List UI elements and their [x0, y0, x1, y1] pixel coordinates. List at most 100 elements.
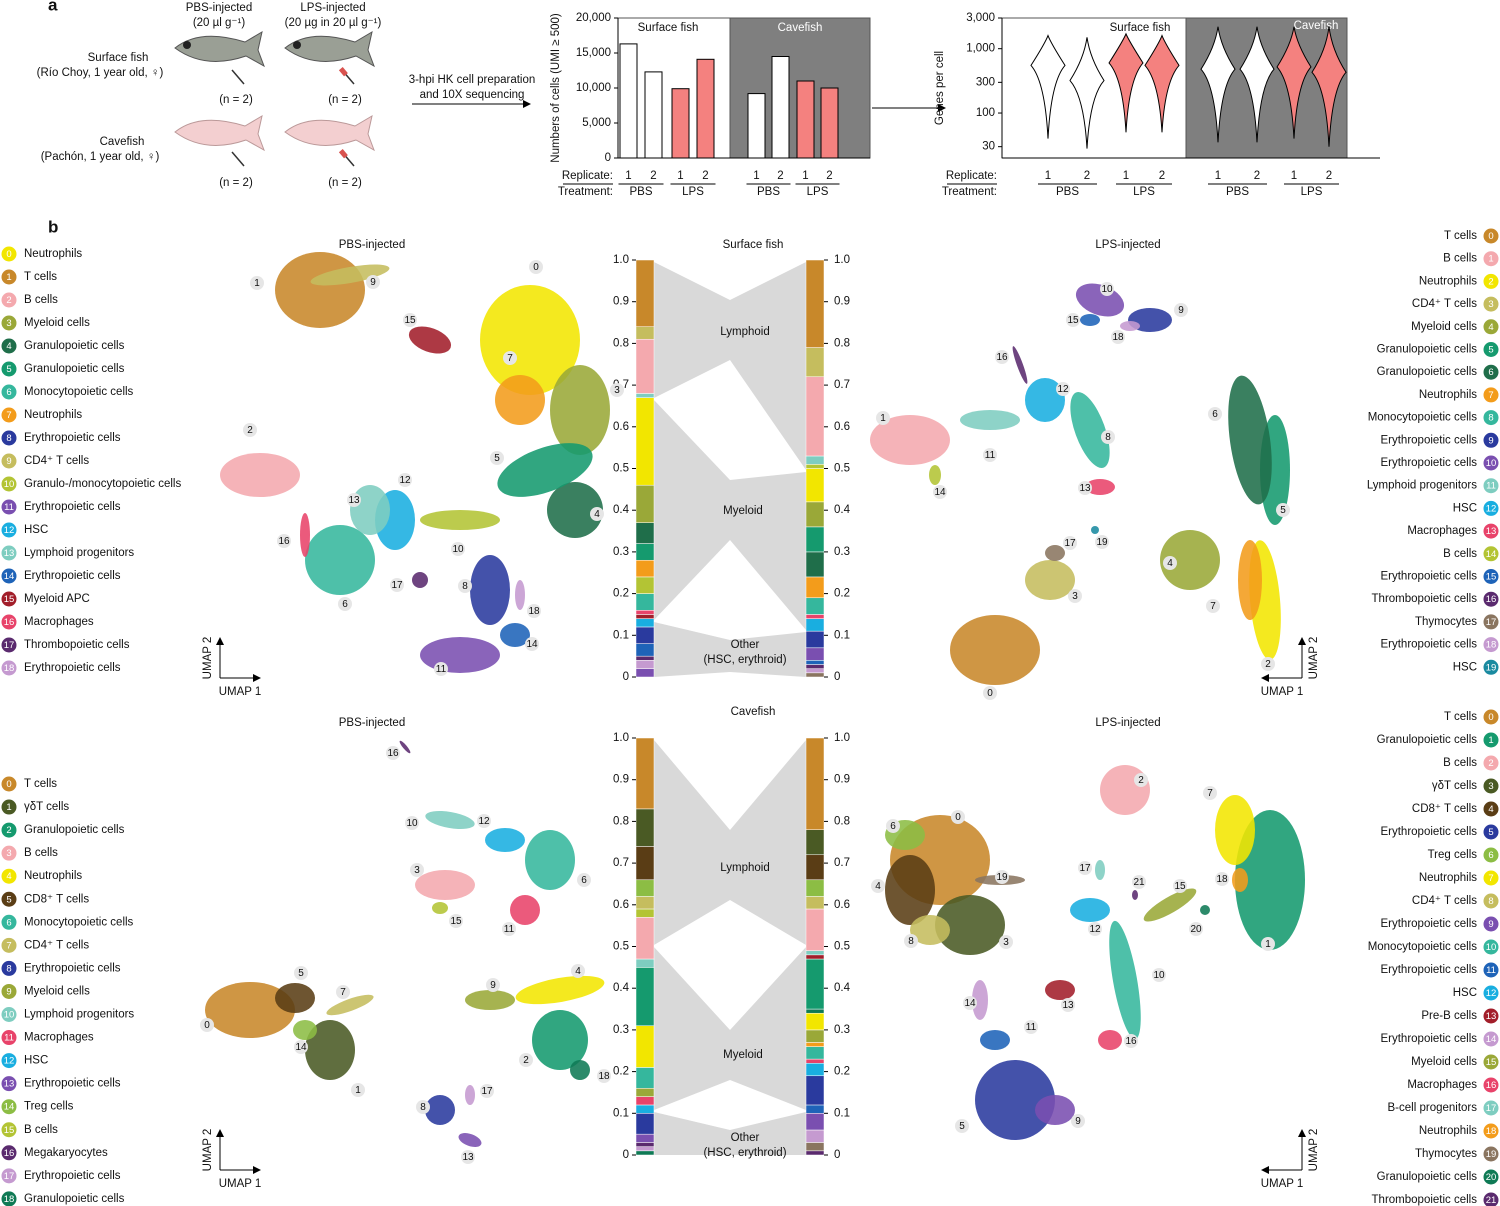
stack-segment: [805, 551, 825, 578]
treatment-label: PBS: [629, 186, 652, 198]
stack-segment: [805, 576, 825, 599]
legend-swatch: [1, 983, 17, 999]
umap-axis-label: UMAP 1: [1261, 1178, 1304, 1190]
cluster-tag: [527, 604, 541, 618]
y-tick-label: 10,000: [576, 82, 611, 94]
y-tick-label: 0.6: [834, 421, 850, 433]
legend-number: 12: [4, 525, 15, 536]
stack-segment: [805, 597, 825, 615]
cluster-number: 8: [908, 936, 914, 947]
legend-swatch: [1483, 1008, 1499, 1024]
replicate-label: 1: [753, 170, 759, 182]
stack-segment: [635, 1088, 655, 1097]
cluster-tag: [451, 542, 465, 556]
cluster-cloud: [1238, 540, 1262, 620]
legend-label: Granulopoietic cells: [24, 824, 125, 836]
y-tick-label: 0: [605, 152, 611, 164]
legend-swatch: [1, 1168, 17, 1184]
cluster-cloud: [458, 1133, 482, 1147]
section-title: Cavefish: [731, 706, 776, 718]
stack-segment: [635, 967, 655, 1026]
cluster-number: 5: [298, 968, 304, 979]
legend-number: 14: [4, 1102, 15, 1113]
legend-swatch: [1483, 569, 1499, 584]
cluster-tag: [571, 964, 585, 978]
cluster-number: 9: [490, 980, 496, 991]
legend-label: HSC: [1453, 502, 1477, 514]
cluster-number: 6: [342, 599, 348, 610]
y-tick-label: 0.7: [834, 379, 850, 391]
stack-segment: [635, 846, 655, 881]
legend-swatch: [1, 960, 17, 976]
cluster-cloud: [480, 285, 580, 395]
cluster-number: 1: [880, 413, 886, 424]
cluster-cloud: [497, 443, 593, 497]
legend-label: Erythropoietic cells: [1380, 639, 1477, 651]
cluster-number: 8: [420, 1102, 426, 1113]
cluster-tag: [1071, 1114, 1085, 1128]
legend-label: Neutrophils: [24, 248, 82, 260]
stack-segment: [635, 576, 655, 594]
cluster-cloud: [510, 895, 540, 925]
y-tick-label: 0.4: [613, 504, 630, 516]
cluster-tag: [1024, 1020, 1038, 1034]
cluster-tag: [1078, 481, 1092, 495]
cluster-cloud: [1100, 765, 1150, 815]
legend-label: Thrombopoietic cells: [1372, 593, 1478, 605]
cluster-tag: [338, 597, 352, 611]
legend-label: Granulopoietic cells: [1377, 1171, 1478, 1183]
stack-segment: [805, 737, 825, 830]
legend-swatch: [1483, 939, 1499, 955]
cluster-tag: [294, 966, 308, 980]
cluster-cloud: [415, 870, 475, 900]
legend-number: 3: [6, 848, 11, 859]
stack-segment: [805, 1046, 825, 1060]
cluster-tag: [1261, 657, 1275, 671]
cluster-cloud: [929, 465, 941, 485]
stack-segment: [805, 1075, 825, 1106]
legend-swatch: [1483, 296, 1499, 312]
violin: [1108, 32, 1144, 133]
stack-segment: [635, 655, 655, 661]
cluster-number: 16: [1125, 1036, 1137, 1047]
y-tick-label: 0.4: [834, 504, 851, 516]
section-title: Surface fish: [723, 239, 784, 251]
legend-number: 5: [1488, 345, 1493, 356]
umap-axis-label: UMAP 2: [1308, 637, 1320, 680]
legend-label: Granulopoietic cells: [1377, 366, 1478, 378]
replicate-label: 1: [1045, 170, 1051, 182]
legend-number: 20: [1486, 1172, 1497, 1183]
cluster-cloud: [1109, 920, 1141, 1040]
cluster-number: 12: [1057, 384, 1069, 395]
legend-swatch: [1483, 732, 1499, 748]
schematic-text: (20 µg in 20 µl g⁻¹): [285, 17, 382, 29]
legend-label: B cells: [1443, 548, 1477, 560]
replicate-label: 2: [650, 170, 656, 182]
cluster-cloud: [1095, 860, 1105, 880]
cluster-tag: [963, 996, 977, 1010]
y-tick-label: 0: [623, 1149, 629, 1161]
cluster-number: 5: [494, 453, 500, 464]
legend-swatch: [1483, 591, 1499, 607]
cluster-cloud: [495, 375, 545, 425]
legend-label: Neutrophils: [24, 409, 82, 421]
cluster-number: 7: [1210, 601, 1216, 612]
cluster-number: 14: [526, 639, 538, 650]
legend-swatch: [1, 868, 17, 884]
cluster-cloud: [425, 811, 475, 829]
legend-label: HSC: [24, 1055, 48, 1067]
legend-label: T cells: [24, 271, 57, 283]
legend-number: 14: [4, 571, 15, 582]
legend-label: B cells: [24, 847, 58, 859]
y-tick-label: 0.1: [834, 1107, 850, 1119]
cluster-cloud: [399, 740, 411, 754]
legend-label: Monocytopoietic cells: [24, 386, 134, 398]
umap-axis-label: UMAP 2: [1308, 1129, 1320, 1172]
cluster-number: 0: [204, 1020, 210, 1031]
cluster-number: 4: [875, 881, 881, 892]
cluster-cloud: [950, 615, 1040, 685]
bar: [820, 87, 839, 159]
legend-swatch: [1483, 709, 1499, 725]
treatment-label: PBS: [1226, 186, 1249, 198]
